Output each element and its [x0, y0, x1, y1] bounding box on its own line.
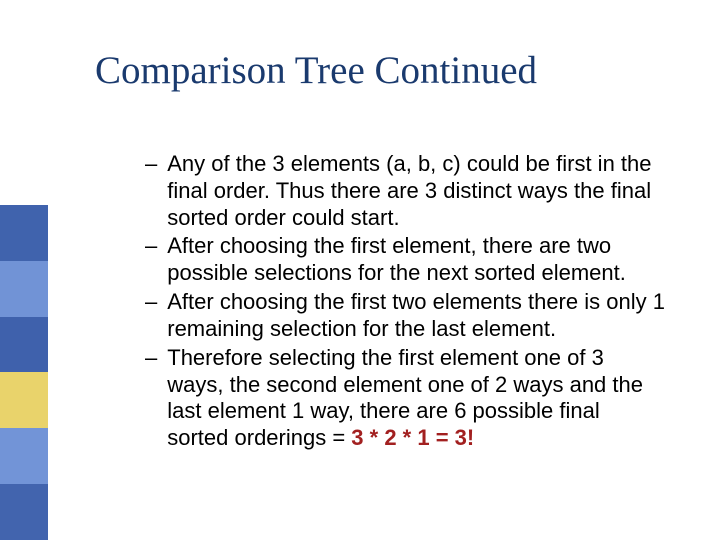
list-item: – After choosing the first two elements … — [145, 289, 665, 343]
decorative-sidebar — [0, 205, 48, 540]
sidebar-block-1 — [0, 261, 48, 317]
sidebar-block-4 — [0, 428, 48, 484]
list-item: – Therefore selecting the first element … — [145, 345, 665, 452]
sidebar-block-0 — [0, 205, 48, 261]
slide-title: Comparison Tree Continued — [95, 48, 665, 93]
bullet-text: Any of the 3 elements (a, b, c) could be… — [167, 151, 665, 231]
emphasis-text: 3 * 2 * 1 = 3! — [351, 425, 474, 450]
slide-content: Comparison Tree Continued – Any of the 3… — [95, 48, 665, 454]
sidebar-block-5 — [0, 484, 48, 540]
bullet-dash-icon: – — [145, 289, 157, 343]
sidebar-block-3 — [0, 372, 48, 428]
bullet-text: After choosing the first element, there … — [167, 233, 665, 287]
bullet-list: – Any of the 3 elements (a, b, c) could … — [95, 151, 665, 452]
bullet-dash-icon: – — [145, 233, 157, 287]
bullet-dash-icon: – — [145, 345, 157, 452]
list-item: – After choosing the first element, ther… — [145, 233, 665, 287]
sidebar-block-2 — [0, 317, 48, 373]
bullet-dash-icon: – — [145, 151, 157, 231]
list-item: – Any of the 3 elements (a, b, c) could … — [145, 151, 665, 231]
bullet-text: Therefore selecting the first element on… — [167, 345, 665, 452]
bullet-text: After choosing the first two elements th… — [167, 289, 665, 343]
